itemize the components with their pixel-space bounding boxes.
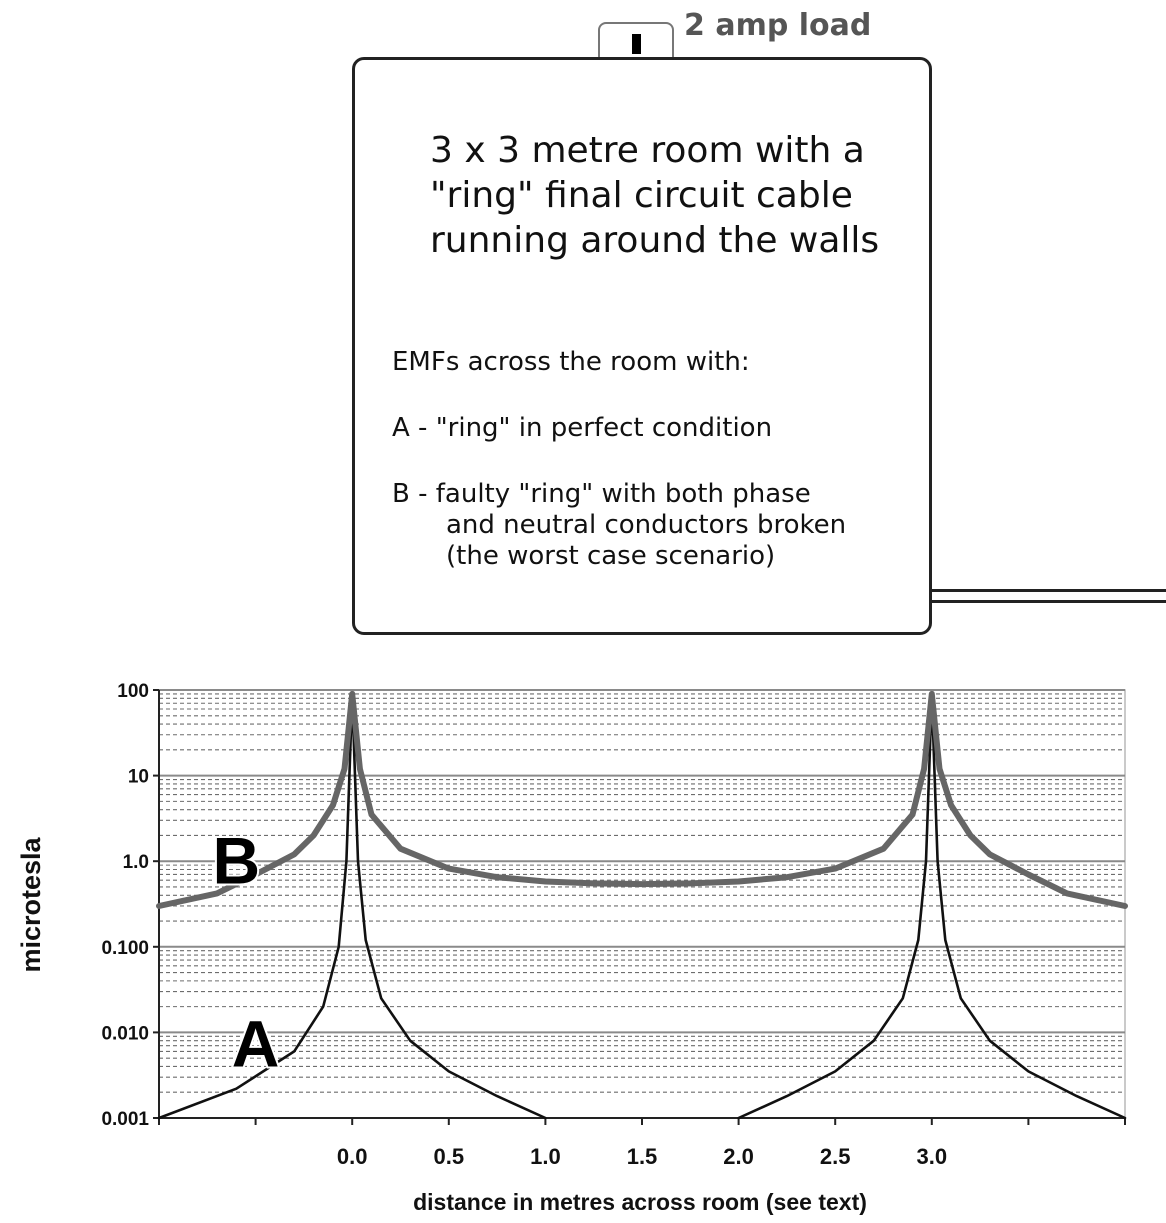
plot-area [158, 689, 1126, 1119]
x-tick-label: 2.5 [820, 1144, 851, 1169]
x-tick-label: 1.5 [627, 1144, 658, 1169]
case-b-line-1: B - faulty "ring" with both phase [392, 479, 811, 509]
x-tick-label: 3.0 [917, 1144, 948, 1169]
x-tick-label: 2.0 [723, 1144, 754, 1169]
y-tick-label: 10 [128, 767, 149, 788]
y-tick-label: 0.010 [101, 1023, 149, 1044]
chart-labels: AB [210, 821, 281, 1082]
curve-label-a: A [232, 1006, 280, 1080]
load-label: 2 amp load [684, 8, 872, 43]
series-b-line [156, 690, 1128, 909]
y-tick-label: 100 [117, 681, 149, 702]
case-b-text: B - faulty "ring" with both phase and ne… [392, 479, 912, 572]
y-tick-label: 0.100 [101, 938, 149, 959]
x-axis-title: distance in metres across room (see text… [413, 1189, 867, 1215]
room-title: 3 x 3 metre room with a "ring" final cir… [430, 130, 880, 261]
grid [158, 689, 1126, 1119]
ring-cable [932, 589, 1166, 603]
x-tick-label: 0.0 [337, 1144, 368, 1169]
y-tick-label: 1.0 [123, 852, 149, 873]
y-axis-title: microtesla [16, 836, 46, 972]
case-b-line-3: (the worst case scenario) [446, 541, 776, 571]
emf-chart: 100 10 1.0 0.100 0.010 0.001 0.0 0.5 1.0 1.5 2.0 2.… [16, 681, 1128, 1215]
case-b-line-2: and neutral conductors broken [446, 510, 847, 540]
case-a-text: A - "ring" in perfect condition [392, 413, 773, 443]
emf-intro-text: EMFs across the room with: [392, 347, 750, 377]
series [156, 690, 1128, 1120]
socket-earth-pin [632, 34, 641, 54]
room-description-box [352, 57, 932, 635]
x-tick-label: 1.0 [530, 1144, 561, 1169]
x-tick-label: 0.5 [434, 1144, 465, 1169]
curve-label-b: B [212, 823, 260, 897]
y-tick-label: 0.001 [101, 1109, 149, 1130]
